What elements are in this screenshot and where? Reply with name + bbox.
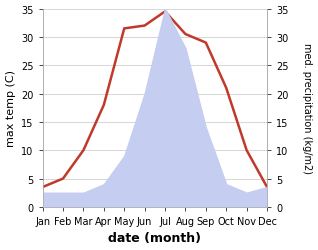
Y-axis label: max temp (C): max temp (C) xyxy=(5,70,16,146)
Y-axis label: med. precipitation (kg/m2): med. precipitation (kg/m2) xyxy=(302,43,313,174)
X-axis label: date (month): date (month) xyxy=(108,232,201,244)
